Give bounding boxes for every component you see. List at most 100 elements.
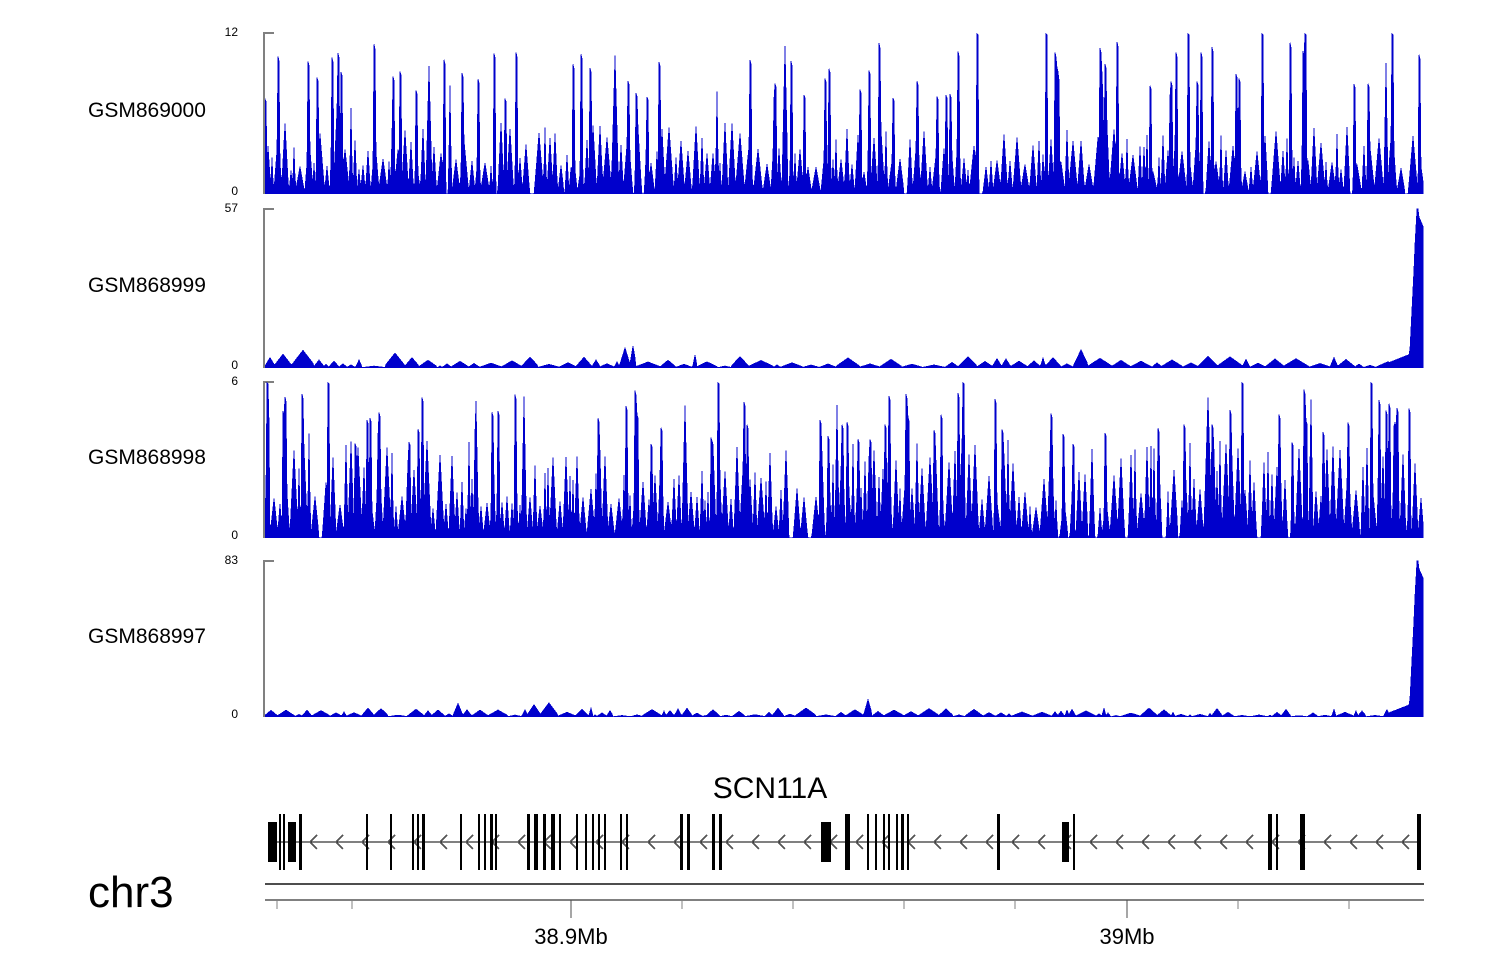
exon-block[interactable]	[283, 814, 285, 870]
exon-block[interactable]	[576, 814, 578, 870]
exon-block[interactable]	[620, 814, 622, 870]
track-label-gsm869000: GSM869000	[88, 99, 206, 122]
exon-group[interactable]	[268, 814, 1421, 870]
exon-block[interactable]	[680, 814, 683, 870]
strand-arrow-left-icon	[698, 834, 708, 850]
exon-block[interactable]	[1276, 814, 1278, 870]
strand-arrow-left-icon	[1374, 834, 1384, 850]
exon-block[interactable]	[1300, 814, 1305, 870]
y-axis-line	[263, 32, 265, 194]
y-axis-tick-max	[263, 560, 274, 562]
exon-block[interactable]	[712, 814, 715, 870]
exon-block[interactable]	[417, 814, 419, 870]
y-axis-tick-max	[263, 381, 274, 383]
exon-block[interactable]	[1417, 814, 1421, 870]
strand-arrow-left-icon	[594, 834, 604, 850]
coverage-track-gsm868997[interactable]: GSM868997 83 0	[0, 554, 1500, 720]
coverage-plot-gsm868998[interactable]	[265, 381, 1424, 538]
chromosome-label: chr3	[88, 868, 174, 917]
gene-name-label: SCN11A	[712, 772, 828, 805]
exon-block[interactable]	[901, 814, 904, 870]
strand-arrow-left-icon	[984, 834, 994, 850]
exon-block[interactable]	[585, 814, 587, 870]
strand-arrow-left-icon	[1166, 834, 1176, 850]
gene-annotation-track[interactable]: SCN11A	[0, 770, 1500, 880]
coverage-track-gsm868999[interactable]: GSM868999 57 0	[0, 202, 1500, 372]
exon-block[interactable]	[896, 814, 898, 870]
strand-arrow-left-icon	[386, 834, 396, 850]
exon-coding-block[interactable]	[268, 822, 277, 862]
strand-arrow-left-icon	[568, 834, 578, 850]
exon-block[interactable]	[1268, 814, 1272, 870]
exon-block[interactable]	[366, 814, 368, 870]
exon-block[interactable]	[559, 814, 561, 870]
exon-block[interactable]	[845, 814, 850, 870]
exon-block[interactable]	[299, 814, 302, 870]
exon-block[interactable]	[484, 814, 486, 870]
coverage-plot-gsm868997[interactable]	[265, 560, 1424, 717]
exon-block[interactable]	[490, 814, 493, 870]
strand-arrow-left-icon	[932, 834, 942, 850]
strand-arrow-left-icon	[750, 834, 760, 850]
y-axis-max-label: 12	[224, 25, 238, 39]
exon-block[interactable]	[279, 814, 281, 870]
exon-block[interactable]	[907, 814, 909, 870]
track-label-gsm868999: GSM868999	[88, 274, 206, 297]
exon-coding-block[interactable]	[821, 822, 831, 862]
exon-block[interactable]	[997, 814, 1000, 870]
strand-arrow-left-icon	[1114, 834, 1124, 850]
exon-coding-block[interactable]	[288, 822, 296, 862]
exon-block[interactable]	[598, 814, 600, 870]
coverage-plot-gsm869000[interactable]	[265, 32, 1424, 194]
exon-block[interactable]	[534, 814, 538, 870]
exon-block[interactable]	[543, 814, 546, 870]
track-label-gsm868998: GSM868998	[88, 445, 206, 469]
strand-arrow-left-icon	[646, 834, 656, 850]
strand-arrow-left-icon	[308, 834, 318, 850]
strand-arrow-left-icon	[1218, 834, 1228, 850]
y-axis-line	[263, 560, 265, 717]
genome-ruler[interactable]: 38.9Mb 39Mb	[0, 878, 1500, 978]
exon-block[interactable]	[527, 814, 530, 870]
exon-block[interactable]	[592, 814, 594, 870]
exon-block[interactable]	[875, 814, 877, 870]
strand-arrow-left-icon	[776, 834, 786, 850]
exon-block[interactable]	[551, 814, 555, 870]
strand-arrow-left-icon	[438, 834, 448, 850]
coverage-plot-gsm868999[interactable]	[265, 208, 1424, 368]
exon-block[interactable]	[719, 814, 722, 870]
strand-arrow-left-icon	[1088, 834, 1098, 850]
exon-block[interactable]	[390, 814, 392, 870]
gene-model-graphic[interactable]	[0, 808, 1500, 883]
strand-arrow-left-icon	[464, 834, 474, 850]
coverage-track-gsm868998[interactable]: GSM868998 6 0	[0, 375, 1500, 541]
exon-block[interactable]	[626, 814, 628, 870]
exon-block[interactable]	[867, 814, 869, 870]
exon-block[interactable]	[422, 814, 425, 870]
exon-block[interactable]	[888, 814, 890, 870]
strand-arrow-left-icon	[1348, 834, 1358, 850]
y-axis-line	[263, 381, 265, 538]
coverage-track-gsm869000[interactable]: GSM869000 12 0	[0, 26, 1500, 198]
exon-block[interactable]	[883, 814, 885, 870]
exon-block[interactable]	[604, 814, 606, 870]
y-axis-tick-max	[263, 32, 274, 34]
ruler-tick-label: 39Mb	[1099, 924, 1155, 949]
strand-arrow-left-icon	[1140, 834, 1150, 850]
strand-arrow-left-icon	[516, 834, 526, 850]
y-axis-min-label: 0	[231, 184, 238, 198]
strand-arrow-left-icon	[1010, 834, 1020, 850]
strand-arrow-left-icon	[334, 834, 344, 850]
strand-arrow-left-icon	[1244, 834, 1254, 850]
exon-coding-block[interactable]	[1062, 822, 1069, 862]
y-axis-max-label: 6	[231, 374, 238, 388]
y-axis-tick-max	[263, 208, 274, 210]
strand-arrow-left-icon	[880, 834, 890, 850]
exon-block[interactable]	[460, 814, 462, 870]
exon-block[interactable]	[412, 814, 414, 870]
exon-block[interactable]	[478, 814, 480, 870]
exon-block[interactable]	[495, 814, 497, 870]
exon-block[interactable]	[1073, 814, 1075, 870]
exon-block[interactable]	[687, 814, 690, 870]
y-axis-min-label: 0	[231, 358, 238, 372]
